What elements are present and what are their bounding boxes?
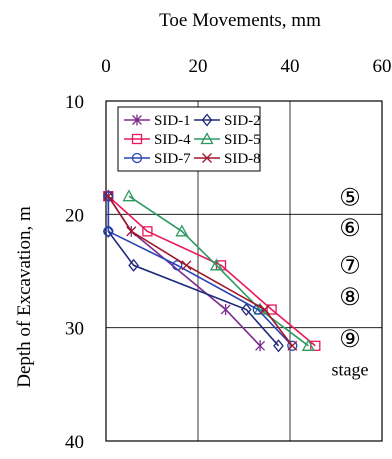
series-sid-4: [103, 191, 321, 351]
series-sid-2: [102, 189, 284, 353]
series-line: [107, 195, 316, 347]
legend-label: SID-8: [224, 151, 261, 167]
legend-marker: [131, 133, 143, 145]
series-line: [128, 195, 309, 347]
series-line: [107, 196, 293, 347]
data-point: [102, 224, 114, 238]
stage-number: ⑨: [339, 327, 361, 353]
legend: SID-1 SID-2 SID-4 SID-5 SID-7 SID-8: [117, 106, 261, 172]
x-tick-label: 0: [101, 56, 111, 77]
series-sid-8: [103, 191, 298, 351]
data-point: [301, 338, 315, 351]
series-line: [107, 195, 293, 347]
data-point: [142, 226, 153, 237]
data-point: [103, 191, 114, 202]
data-point: [122, 189, 136, 202]
legend-marker: [131, 152, 143, 164]
stage-number: ⑧: [339, 285, 361, 311]
data-point: [103, 226, 114, 237]
legend-label: SID-7: [154, 151, 191, 167]
y-tick-label: 20: [65, 205, 84, 226]
x-axis-title: Toe Movements, mm: [159, 10, 321, 31]
legend-item: SID-1: [124, 113, 191, 129]
data-point: [209, 258, 223, 271]
x-tick-label: 20: [189, 56, 208, 77]
legend-marker: [132, 114, 142, 126]
stage-number: ⑦: [339, 253, 361, 279]
stage-label: stage: [332, 360, 369, 380]
legend-item: SID-2: [194, 113, 261, 129]
legend-marker: [200, 132, 214, 145]
data-point: [220, 304, 231, 316]
y-tick-label: 10: [65, 92, 84, 113]
plot-area: 0 20 40 60 10 20 30 40 SID-1 SID-2 SID-4 SID-5 SID-7…: [65, 56, 392, 453]
x-tick-label: 40: [281, 56, 300, 77]
legend-label: SID-5: [224, 132, 261, 148]
legend-label: SID-4: [154, 132, 191, 148]
y-tick-label: 40: [65, 432, 84, 453]
legend-item: SID-7: [124, 151, 191, 167]
legend-marker: [202, 153, 212, 163]
data-point: [255, 340, 266, 352]
legend-item: SID-4: [124, 132, 191, 148]
legend-label: SID-1: [154, 113, 191, 129]
legend-item: SID-5: [194, 132, 261, 148]
data-point: [181, 260, 192, 271]
y-tick-label: 30: [65, 319, 84, 340]
series-line: [107, 195, 261, 347]
series-sid-7: [103, 191, 298, 351]
data-point: [259, 304, 270, 315]
data-point: [240, 303, 252, 317]
series-sid-5: [122, 189, 315, 351]
data-point: [273, 339, 284, 353]
data-point: [175, 224, 189, 237]
data-point: [287, 340, 298, 351]
y-axis-title: Depth of Excavation, m: [14, 206, 35, 388]
legend-item: SID-8: [194, 151, 261, 167]
legend-marker: [201, 113, 213, 127]
data-point: [172, 260, 183, 271]
data-point: [266, 304, 277, 315]
stage-number: ⑤: [339, 185, 361, 211]
data-point: [126, 226, 137, 237]
stage-number: ⑥: [339, 216, 361, 242]
data-point: [287, 340, 298, 351]
x-tick-label: 60: [373, 56, 392, 77]
data-point: [103, 191, 114, 202]
data-point: [128, 258, 139, 272]
plot-frame: [105, 100, 383, 442]
legend-label: SID-2: [224, 113, 261, 129]
